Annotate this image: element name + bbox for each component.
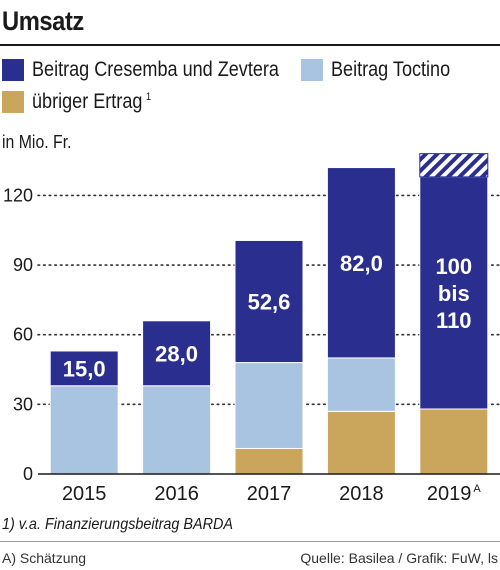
x-tick-label: 2017 [247, 483, 292, 505]
legend-swatch-other [2, 91, 24, 113]
footer-rule [0, 541, 500, 542]
bar-segment [419, 408, 489, 475]
bar-segment [142, 320, 212, 387]
x-tick-label: 2018 [339, 483, 384, 505]
bar-segment [49, 350, 119, 387]
y-axis-unit-label: in Mio. Fr. [2, 132, 72, 152]
legend-footnote-marker: 1 [145, 91, 152, 103]
bar-value-label: 28,0 [155, 341, 198, 366]
legend-label-cresemba: Beitrag Cresemba und Zevtera [32, 58, 279, 81]
y-tick-label: 90 [13, 255, 33, 275]
legend-label-other-wrap: übriger Ertrag 1 [32, 90, 151, 114]
bar-value-label: 82,0 [340, 251, 383, 276]
x-tick-label: 2016 [154, 483, 199, 505]
bar-segment [49, 385, 119, 475]
bar-layer [49, 153, 489, 475]
legend-label-other: übriger Ertrag [32, 90, 143, 113]
legend-swatch-cresemba [2, 59, 24, 81]
y-tick-label: 120 [3, 185, 33, 205]
bar-chart: 15,0 28,0 52,6 82,0 100 bis 110 0 30 60 90 120 2015… [3, 153, 500, 505]
estimate-note: A) Schätzung [2, 550, 87, 566]
legend-item-other: übriger Ertrag 1 [2, 90, 171, 114]
bar-segment [326, 410, 396, 475]
bar-value-line: 100 [435, 254, 472, 279]
x-tick-superscript: A [473, 483, 481, 495]
axis-layer: 0 30 60 90 120 2015 2016 2017 2018 2019 A [3, 185, 500, 505]
bar-value-line: bis [438, 281, 470, 306]
bar-segment [142, 385, 212, 475]
range-hatch [419, 153, 489, 178]
label-layer: 15,0 28,0 52,6 82,0 100 bis 110 [63, 251, 472, 382]
bar-value-label: 15,0 [63, 356, 106, 381]
legend-item-toctino: Beitrag Toctino [301, 58, 470, 82]
legend: Beitrag Cresemba und Zevtera Beitrag Toc… [0, 52, 500, 122]
bar-segment [234, 239, 304, 364]
bar-value-line: 52,6 [248, 290, 291, 315]
bar-value-line: 110 [436, 308, 472, 333]
bar-value-line: 82,0 [340, 251, 383, 276]
title-rule [0, 44, 500, 46]
bar-value-line: 15,0 [63, 356, 106, 381]
bar-segment [234, 362, 304, 449]
bar-segment [326, 357, 396, 412]
footnote: 1) v.a. Finanzierungsbeitrag BARDA [2, 516, 234, 533]
y-tick-label: 60 [13, 325, 33, 345]
source-credit: Quelle: Basilea / Grafik: FuW, ls [300, 550, 498, 566]
bar-segment [326, 167, 396, 359]
legend-swatch-toctino [301, 59, 323, 81]
chart-title: Umsatz [2, 6, 84, 36]
y-tick-label: 0 [23, 464, 33, 484]
legend-label-toctino: Beitrag Toctino [331, 58, 451, 81]
bar-segment [234, 447, 304, 475]
y-tick-label: 30 [13, 394, 33, 414]
x-tick-label: 2019 A [427, 483, 482, 505]
bar-value-label: 52,6 [248, 290, 291, 315]
bar-segment [419, 176, 489, 410]
bar-value-label: 100 bis 110 [435, 254, 472, 333]
bar-value-line: 28,0 [155, 341, 198, 366]
x-tick-label: 2015 [62, 483, 107, 505]
legend-item-cresemba: Beitrag Cresemba und Zevtera [2, 58, 319, 82]
